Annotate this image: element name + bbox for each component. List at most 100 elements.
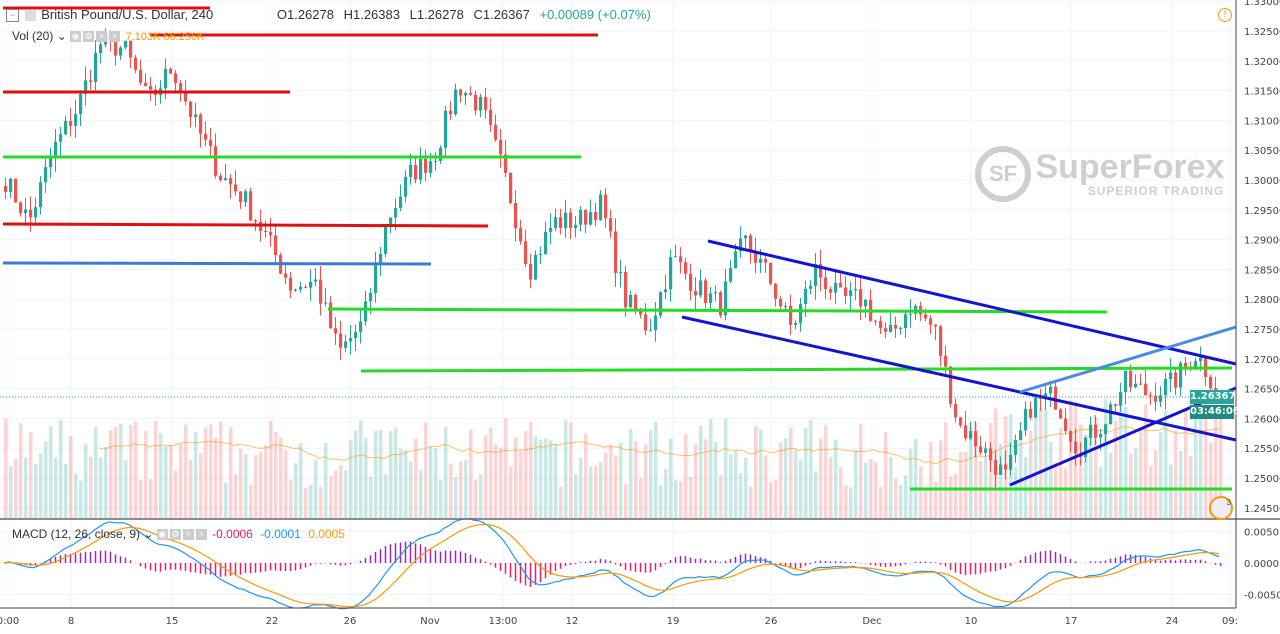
warning-icon[interactable]: ! [1218, 8, 1232, 22]
candle [329, 302, 333, 329]
candle [209, 139, 213, 147]
macd-tick-label: -0.0050 [1244, 591, 1280, 602]
chevron-down-icon[interactable]: ⌄ [56, 29, 67, 43]
volume-bar [644, 444, 648, 518]
volume-bar [44, 441, 48, 518]
volume-bar [169, 445, 173, 518]
volume-bar [94, 426, 98, 518]
volume-bar [1059, 427, 1063, 518]
collapse-icon[interactable]: − [6, 9, 19, 23]
volume-bar [924, 487, 928, 518]
support-line[interactable] [360, 366, 1233, 373]
macd-tick-label: 0.0000 [1244, 559, 1279, 570]
candle [1149, 395, 1153, 397]
volume-bar [89, 456, 93, 518]
volume-bar [439, 479, 443, 518]
candle [1064, 418, 1068, 432]
candle [649, 330, 653, 332]
symbol-title[interactable]: British Pound/U.S. Dollar, 240 [41, 7, 214, 22]
volume-bar [34, 463, 38, 518]
volume-bar [289, 479, 293, 518]
candle [524, 241, 528, 265]
candle [544, 231, 548, 255]
volume-bar [1129, 453, 1133, 518]
eye-icon[interactable]: ◉ [70, 31, 82, 43]
candle [369, 292, 373, 302]
candle [269, 232, 273, 236]
price-tick-label: 1.28500 [1244, 265, 1280, 276]
level-line[interactable] [2, 261, 432, 266]
volume-bar [519, 450, 523, 518]
volume-bar [334, 470, 338, 518]
volume-bar [189, 459, 193, 518]
volume-bar [1159, 431, 1163, 518]
volume-bar [944, 422, 948, 518]
price-tick-label: 1.31000 [1244, 116, 1280, 127]
channel-line[interactable] [681, 315, 1237, 442]
price-tick-label: 1.25000 [1244, 474, 1280, 485]
candle [939, 326, 943, 356]
volume-bar [219, 421, 223, 518]
volume-bar [1029, 430, 1033, 518]
price-tick-label: 1.30000 [1244, 176, 1280, 187]
volume-bar [814, 471, 818, 518]
support-line[interactable] [327, 307, 1108, 314]
volume-bar [774, 479, 778, 518]
resistance-line[interactable] [2, 222, 489, 228]
gear-icon[interactable]: ⚙ [169, 529, 181, 541]
volume-bar [954, 473, 958, 518]
volume-values: 7.103K 66.256K [125, 31, 205, 43]
symbol-icon [24, 10, 36, 22]
trend-line[interactable] [1009, 386, 1237, 487]
volume-bar [594, 465, 598, 518]
macd-histogram-value: -0.0006 [212, 527, 253, 541]
candle [554, 217, 558, 228]
plus-icon[interactable]: + [96, 31, 108, 43]
candle [1174, 372, 1178, 388]
candle [1034, 397, 1038, 418]
current-price-tag: 1.26367 [1190, 390, 1236, 404]
volume-bar [629, 429, 633, 518]
drawings[interactable] [0, 6, 1237, 491]
candle [879, 320, 883, 329]
volume-bar [699, 425, 703, 518]
volume-bar [139, 479, 143, 518]
candle [1199, 357, 1203, 362]
volume-label[interactable]: Vol (20) [12, 29, 54, 43]
candle [1049, 386, 1053, 394]
economic-events-icon[interactable]: 3 [1209, 496, 1233, 520]
volume-bar [149, 479, 153, 518]
price-tick-label: 1.26000 [1244, 414, 1280, 425]
eye-icon[interactable]: ◉ [156, 529, 168, 541]
candle [69, 121, 73, 126]
candle [499, 139, 503, 155]
time-tick-label: 26 [765, 616, 778, 627]
candle [1209, 376, 1213, 389]
channel-line[interactable] [707, 239, 1237, 366]
trend-line[interactable] [1019, 325, 1237, 394]
volume-bar [869, 459, 873, 518]
macd-label[interactable]: MACD (12, 26, close, 9) [12, 527, 141, 541]
candle [789, 305, 793, 325]
plus-icon[interactable]: + [182, 529, 194, 541]
candle [84, 80, 88, 94]
ohlc-low: L1.26278 [409, 7, 464, 22]
close-icon[interactable]: × [195, 529, 207, 541]
chevron-down-icon[interactable]: ⌄ [143, 527, 154, 541]
candle [74, 114, 78, 126]
volume-bar [129, 425, 133, 518]
volume-bar [1149, 465, 1153, 518]
ohlc-open: O1.26278 [276, 7, 334, 22]
candle [864, 299, 868, 307]
gear-icon[interactable]: ⚙ [83, 31, 95, 43]
volume-bar [309, 484, 313, 518]
volume-bar [39, 453, 43, 518]
volume-bar [1094, 417, 1098, 518]
candle [1154, 395, 1158, 402]
volume-bar [659, 485, 663, 518]
candle [569, 212, 573, 229]
close-icon[interactable]: × [109, 31, 121, 43]
time-tick-label: 12 [566, 616, 579, 627]
volume-bar [199, 452, 203, 518]
